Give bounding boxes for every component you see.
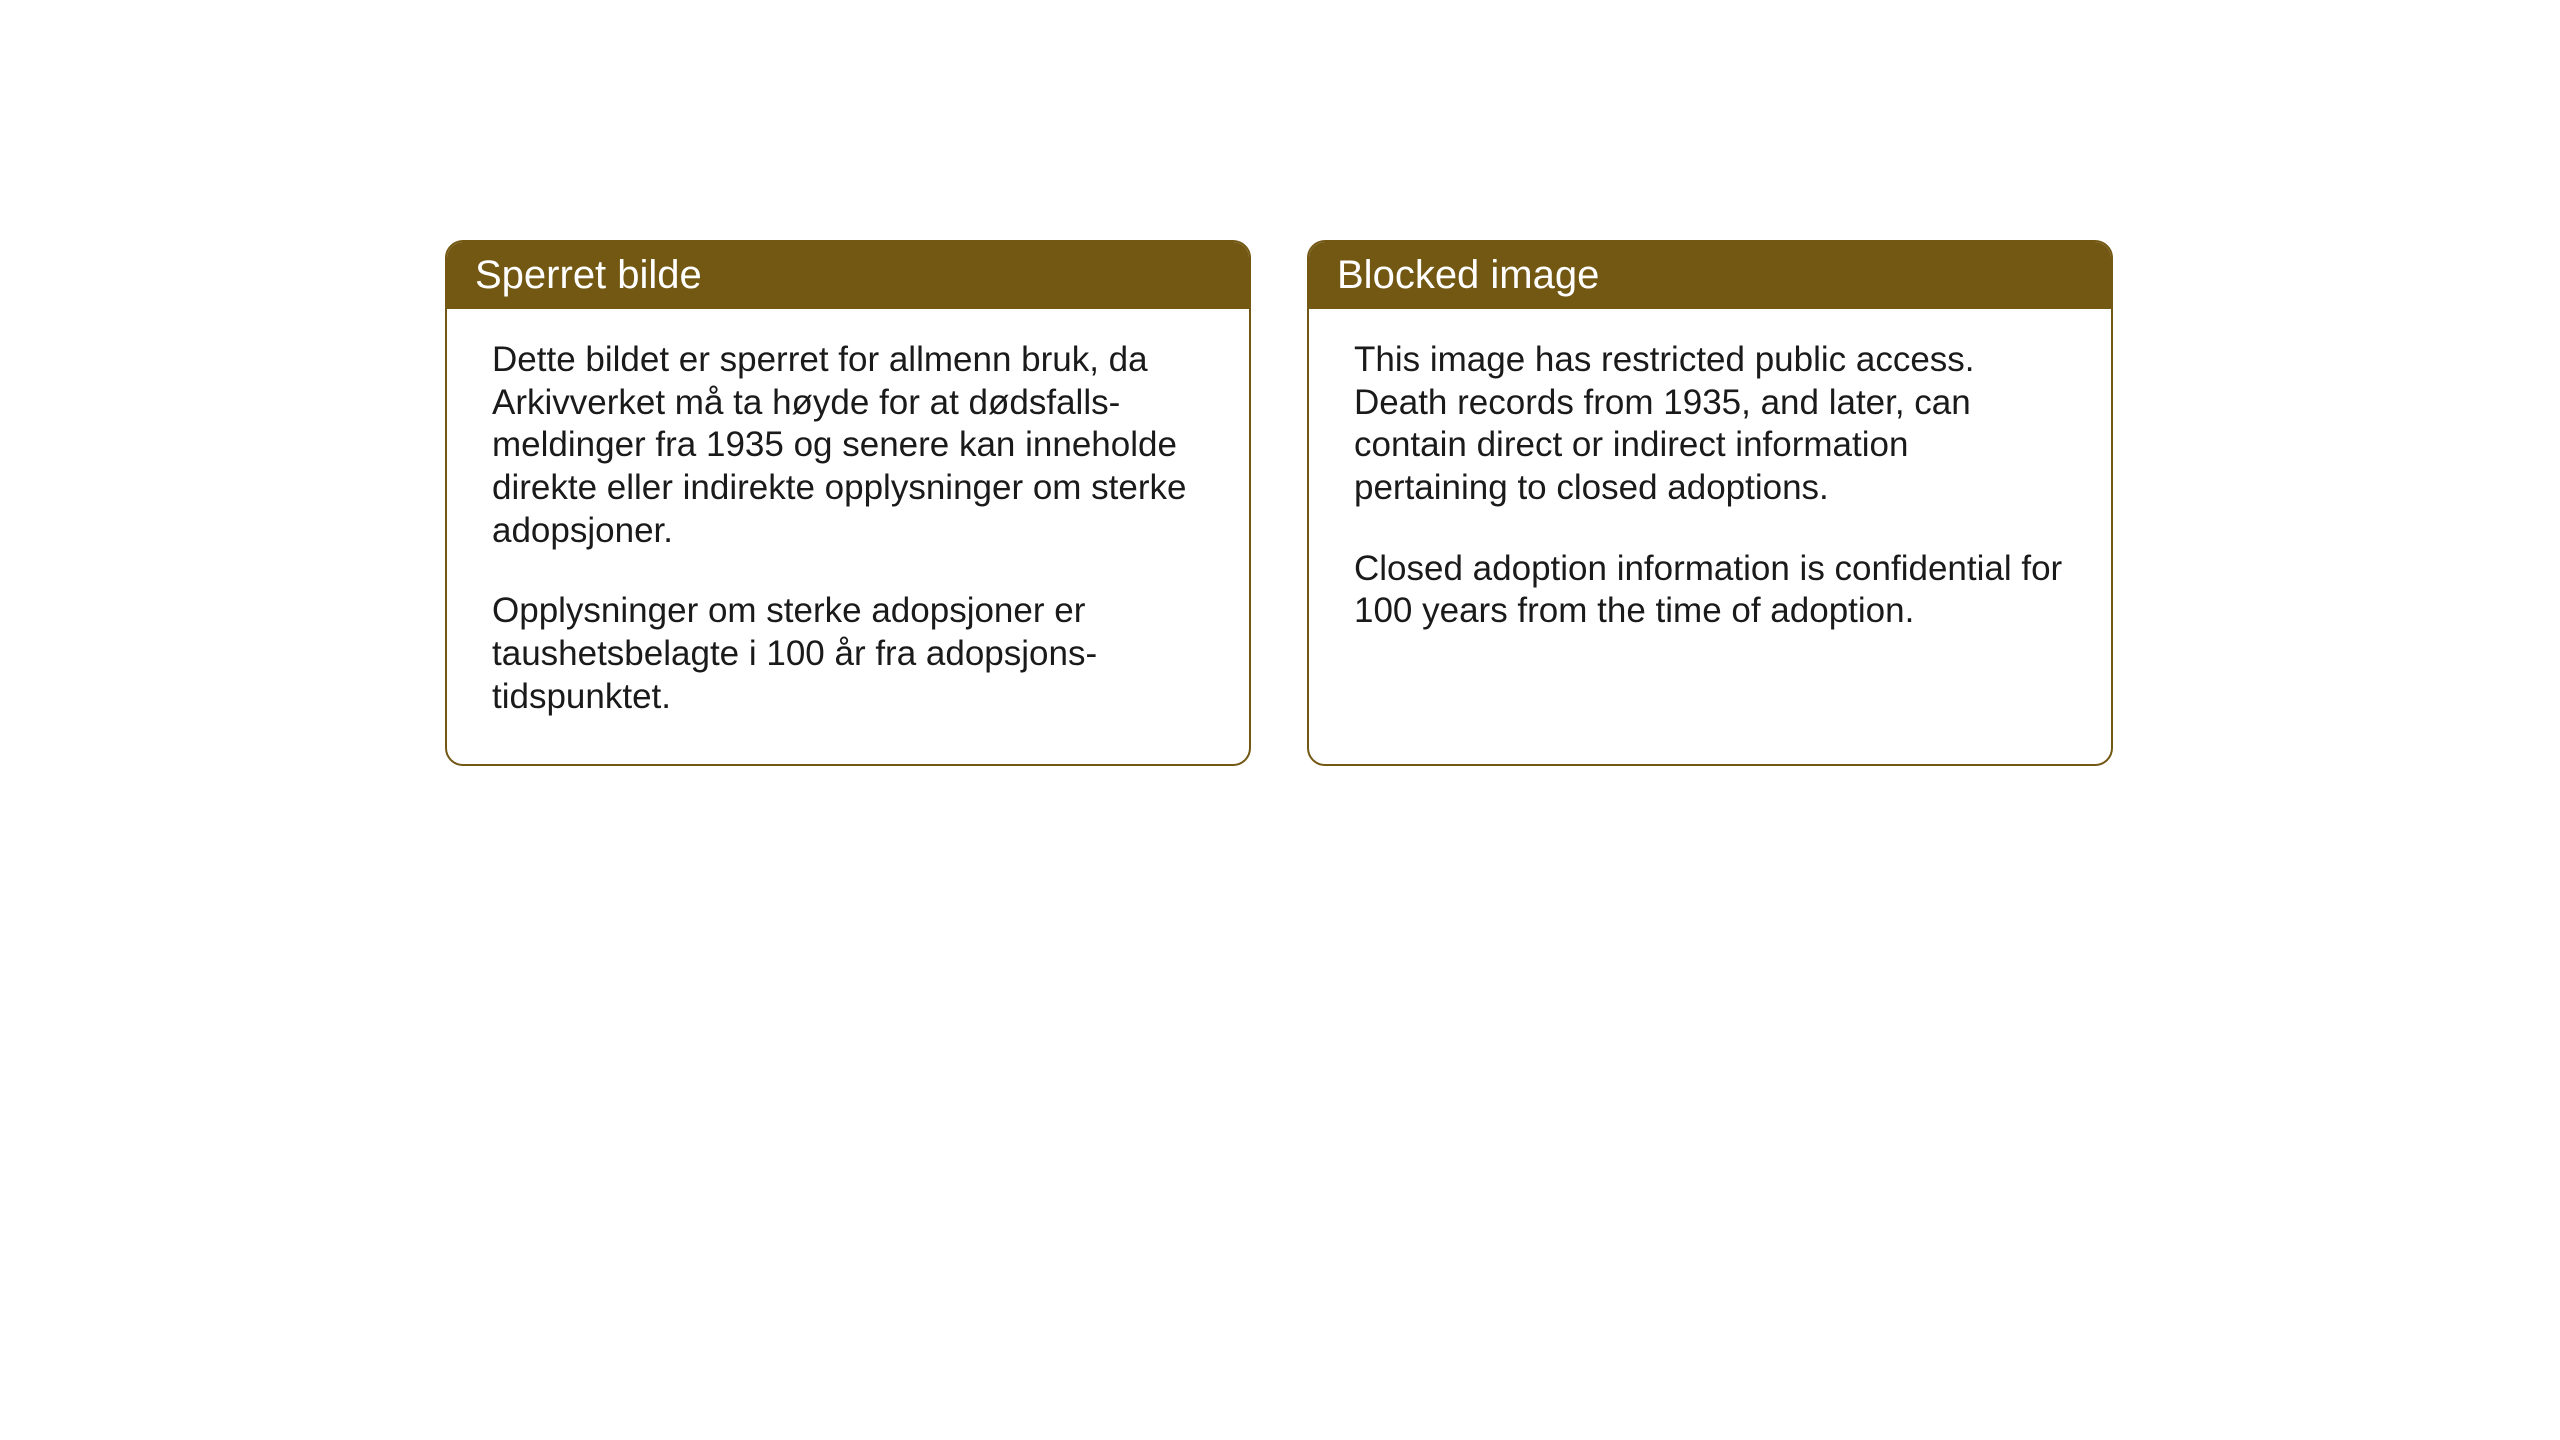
english-card-title: Blocked image	[1309, 242, 2111, 309]
norwegian-paragraph-2: Opplysninger om sterke adopsjoner er tau…	[492, 590, 1204, 718]
cards-container: Sperret bilde Dette bildet er sperret fo…	[445, 240, 2113, 766]
norwegian-paragraph-1: Dette bildet er sperret for allmenn bruk…	[492, 339, 1204, 552]
norwegian-card-body: Dette bildet er sperret for allmenn bruk…	[447, 309, 1249, 764]
english-paragraph-2: Closed adoption information is confident…	[1354, 548, 2066, 633]
english-notice-card: Blocked image This image has restricted …	[1307, 240, 2113, 766]
norwegian-card-title: Sperret bilde	[447, 242, 1249, 309]
norwegian-notice-card: Sperret bilde Dette bildet er sperret fo…	[445, 240, 1251, 766]
english-card-body: This image has restricted public access.…	[1309, 309, 2111, 753]
english-paragraph-1: This image has restricted public access.…	[1354, 339, 2066, 510]
